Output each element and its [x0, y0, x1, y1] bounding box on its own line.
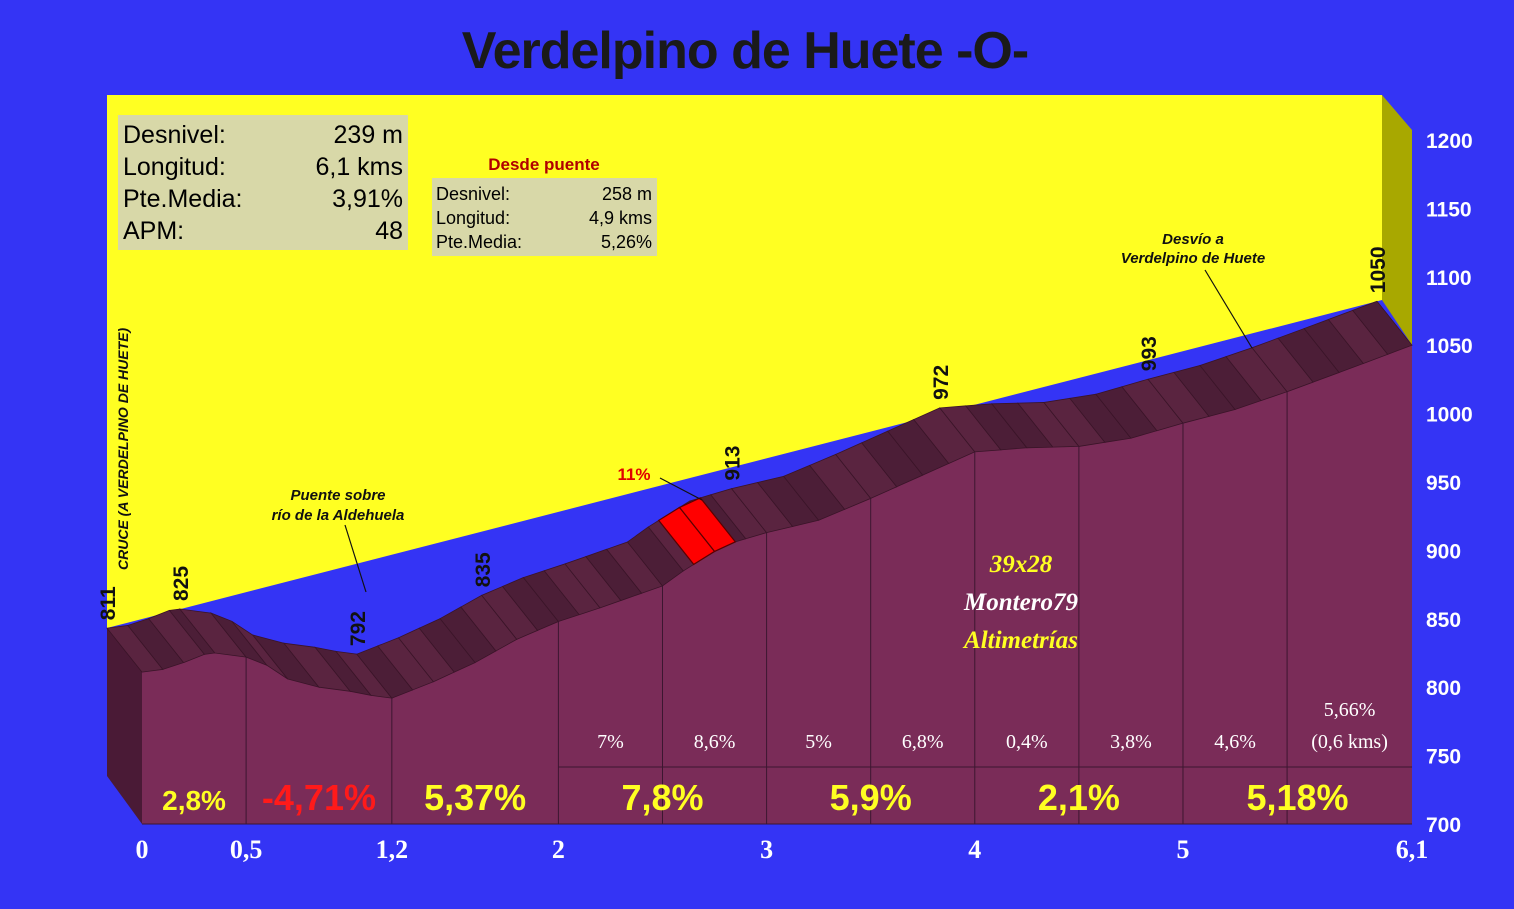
km-gradient-label: 3,8%	[1110, 731, 1152, 753]
segment-gradient-label: 5,9%	[830, 777, 912, 818]
km-gradient-label: 6,8%	[902, 731, 944, 753]
y-tick-label: 1050	[1426, 335, 1473, 358]
credit-site: Altimetrías	[962, 627, 1078, 654]
steep-section	[678, 497, 737, 553]
x-tick-label: 6,1	[1396, 835, 1429, 864]
segment-gradients: 2,8% -4,71% 5,37% 7,8% 5,9% 2,1% 5,18%	[162, 777, 1348, 818]
y-tick-label: 700	[1426, 814, 1461, 837]
stats-bridge-value: 5,26%	[601, 232, 652, 252]
left-side-wall	[107, 628, 142, 824]
stats-main-value: 3,91%	[332, 185, 403, 213]
altitude-label: 972	[930, 365, 953, 400]
y-tick-label: 1000	[1426, 404, 1473, 427]
km-gradient-sub: (0,6 kms)	[1311, 731, 1388, 753]
y-tick-label: 800	[1426, 677, 1461, 700]
stats-bridge-value: 258 m	[602, 184, 652, 204]
stats-bridge-label: Pte.Media:	[436, 232, 522, 252]
x-axis-ticks: 0 0,5 1,2 2 3 4 5 6,1	[136, 835, 1429, 864]
x-tick-label: 0	[136, 835, 149, 864]
credit-author: Montero79	[963, 589, 1078, 616]
altitude-label: 811	[97, 586, 120, 620]
segment-gradient-label: 5,37%	[424, 777, 526, 818]
segment-gradient-label: -4,71%	[262, 777, 376, 818]
stats-main-value: 239 m	[334, 121, 403, 149]
stats-main-value: 48	[375, 217, 403, 245]
credit-gear: 39x28	[989, 551, 1053, 578]
steep-annotation: 11%	[617, 465, 650, 484]
stats-bridge-heading: Desde puente	[488, 155, 599, 174]
start-annotation: CRUCE (A VERDELPINO DE HUETE)	[115, 327, 131, 570]
x-tick-label: 1,2	[376, 835, 409, 864]
stats-main-label: APM:	[123, 217, 184, 245]
y-tick-label: 1200	[1426, 130, 1473, 153]
y-tick-label: 950	[1426, 472, 1461, 495]
y-tick-label: 750	[1426, 746, 1461, 769]
x-tick-label: 0,5	[230, 835, 263, 864]
km-gradient-label: 7%	[597, 731, 624, 753]
x-tick-label: 3	[760, 835, 773, 864]
altitude-label: 825	[170, 566, 193, 601]
km-dividers	[142, 391, 1412, 825]
km-gradients: 7% 8,6% 5% 6,8% 0,4% 3,8% 4,6% 5,66% (0,6 kms)	[597, 699, 1388, 753]
altitude-label: 792	[347, 611, 370, 646]
bridge-annotation-line2: río de la Aldehuela	[272, 507, 405, 524]
altitude-labels: 811 825 792 835 913 972 993 1050	[97, 246, 1390, 646]
altitude-label: 835	[472, 552, 495, 587]
stats-main-value: 6,1 kms	[315, 153, 403, 181]
km-gradient-label: 0,4%	[1006, 731, 1048, 753]
km-gradient-label: 5%	[805, 731, 832, 753]
x-tick-label: 5	[1176, 835, 1189, 864]
right-side-wall	[1382, 95, 1412, 345]
y-tick-label: 850	[1426, 609, 1461, 632]
stats-bridge-value: 4,9 kms	[589, 208, 652, 228]
stats-bridge-label: Longitud:	[436, 208, 510, 228]
sky-panel	[107, 95, 1382, 628]
stats-main-label: Desnivel:	[123, 121, 226, 149]
km-gradient-label: 5,66%	[1324, 699, 1376, 721]
bridge-pointer	[344, 524, 367, 593]
detour-annotation-line1: Desvío a	[1162, 231, 1224, 248]
altitude-label: 993	[1138, 336, 1161, 371]
segment-gradient-label: 5,18%	[1246, 777, 1348, 818]
detour-annotation-line2: Verdelpino de Huete	[1121, 250, 1265, 267]
segment-gradient-label: 2,8%	[162, 785, 226, 816]
steep-pointer	[659, 477, 703, 501]
detour-pointer	[1204, 269, 1253, 349]
y-tick-label: 1150	[1426, 198, 1472, 221]
stats-bridge-label: Desnivel:	[436, 184, 510, 204]
profile-front-face	[142, 345, 1412, 824]
bridge-annotation-line1: Puente sobre	[290, 487, 385, 504]
profile-top-strip	[1352, 300, 1413, 355]
segment-gradient-label: 7,8%	[621, 777, 703, 818]
chart-title: Verdelpino de Huete -O-	[462, 22, 1028, 80]
stats-main-box: Desnivel: 239 m Longitud: 6,1 kms Pte.Media:…	[118, 115, 408, 250]
stats-main-label: Longitud:	[123, 153, 226, 181]
stats-bridge-box: Desde puente Desnivel: 258 m Longitud: 4,9 …	[432, 155, 657, 256]
altitude-label: 913	[722, 446, 745, 481]
x-tick-label: 2	[552, 835, 565, 864]
y-tick-label: 900	[1426, 540, 1461, 563]
y-axis-ticks: 700 750 800 850 900 950 1000 1050 1100 1150 1200	[1426, 130, 1473, 837]
km-gradient-label: 4,6%	[1214, 731, 1256, 753]
segment-gradient-label: 2,1%	[1038, 777, 1120, 818]
altitude-label: 1050	[1367, 246, 1390, 293]
profile-layer	[106, 300, 1413, 824]
stats-main-label: Pte.Media:	[123, 185, 243, 213]
x-tick-label: 4	[968, 835, 981, 864]
y-tick-label: 1100	[1426, 267, 1472, 290]
km-gradient-label: 8,6%	[694, 731, 736, 753]
